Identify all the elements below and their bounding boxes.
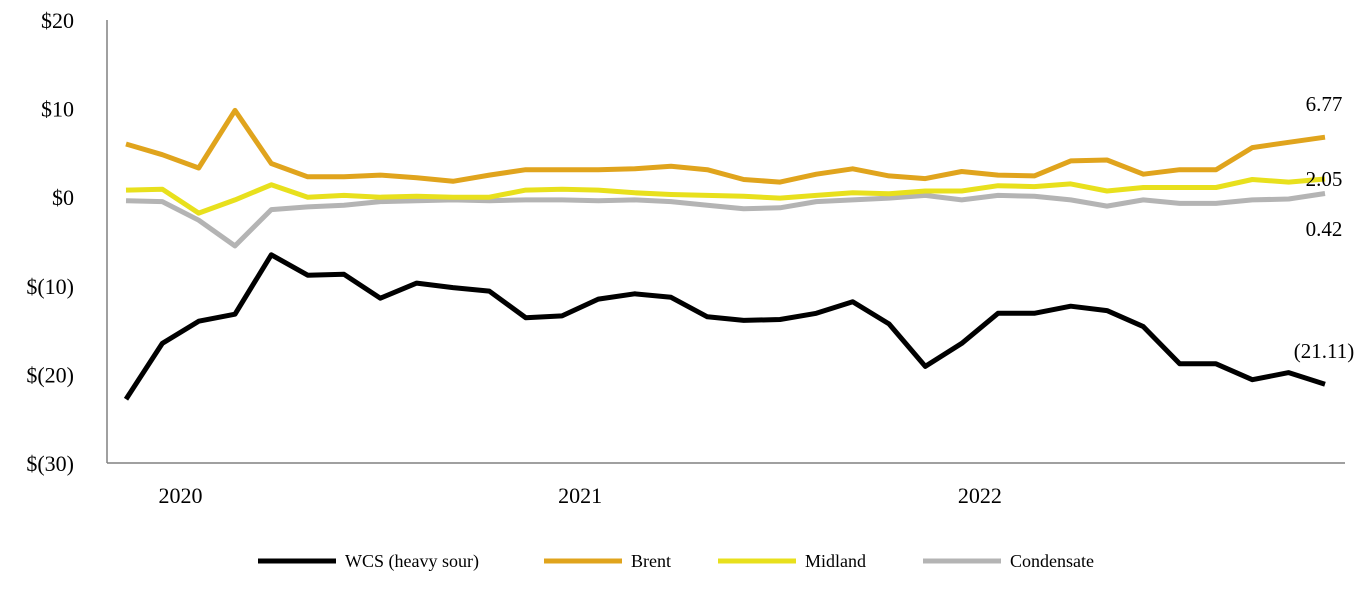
data-label: 0.42	[1306, 217, 1343, 241]
series-line-midland	[125, 176, 1326, 216]
data-label: 6.77	[1306, 92, 1343, 116]
legend-label: WCS (heavy sour)	[345, 551, 479, 572]
x-tick-label: 2022	[958, 483, 1002, 508]
legend-label: Midland	[805, 551, 866, 571]
y-tick-label: $(20)	[26, 362, 74, 387]
legend-label: Condensate	[1010, 551, 1094, 571]
series-end-labels: (21.11) 6.77 2.05 0.42	[1294, 92, 1354, 363]
y-tick-label: $0	[52, 185, 74, 210]
x-axis: 2020 2021 2022	[107, 462, 1345, 508]
legend: WCS (heavy sour) Brent Midland Condensate	[258, 551, 1094, 572]
x-tick-label: 2021	[558, 483, 602, 508]
x-tick-label: 2020	[159, 483, 203, 508]
legend-label: Brent	[631, 551, 671, 571]
y-tick-label: $20	[41, 8, 74, 33]
y-axis: $20 $10 $0 $(10) $(20) $(30)	[26, 8, 108, 476]
series-lines	[123, 107, 1326, 401]
data-label: (21.11)	[1294, 339, 1354, 363]
y-tick-label: $(30)	[26, 451, 74, 476]
series-line-brent	[125, 107, 1326, 185]
series-line-wcs-heavy-sour	[123, 252, 1326, 401]
data-label: 2.05	[1306, 167, 1343, 191]
y-tick-label: $10	[41, 97, 74, 122]
y-tick-label: $(10)	[26, 274, 74, 299]
series-line-condensate	[125, 191, 1326, 249]
